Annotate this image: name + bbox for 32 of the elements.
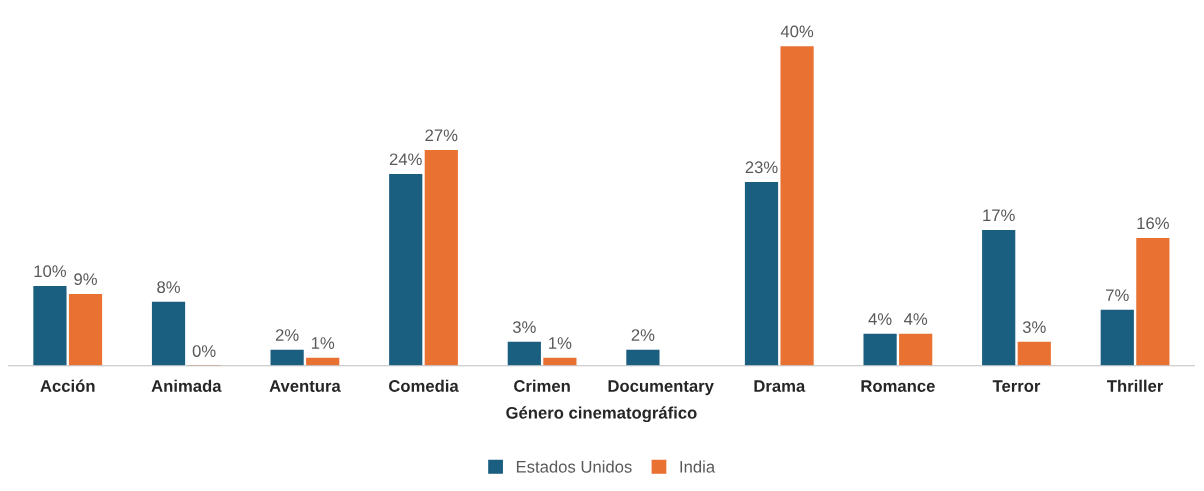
x-tick-label: Romance (861, 380, 935, 392)
legend-label: Estados Unidos (516, 460, 632, 473)
x-axis-title: Género cinematográfico (506, 406, 697, 423)
data-label: 27% (425, 129, 458, 142)
x-tick-label: Terror (992, 380, 1041, 392)
data-label: 4% (868, 313, 892, 325)
data-label: 24% (389, 153, 422, 166)
x-tick-label: Aventura (269, 380, 341, 392)
x-tick-label: Documentary (608, 380, 714, 396)
data-label: 9% (74, 273, 97, 286)
data-label: 23% (745, 161, 778, 174)
data-label: 16% (1137, 217, 1169, 230)
data-label: 3% (512, 321, 536, 333)
x-tick-label: Crimen (514, 379, 570, 392)
x-tick-label: Acción (40, 379, 95, 392)
data-label: 4% (904, 313, 928, 325)
x-tick-label: Drama (754, 380, 806, 392)
x-tick-label: Thriller (1107, 379, 1164, 392)
data-label: 2% (631, 329, 655, 341)
data-label: 10% (34, 265, 67, 278)
data-label: 8% (157, 281, 180, 294)
data-label: 3% (1022, 321, 1046, 333)
data-label: 7% (1106, 289, 1129, 301)
data-label: 40% (780, 25, 814, 38)
data-label: 0% (192, 345, 216, 357)
x-tick-label: Animada (151, 379, 222, 392)
data-label: 1% (549, 337, 572, 349)
data-label: 1% (311, 337, 335, 349)
x-tick-label: Comedia (389, 379, 459, 392)
legend-label: India (680, 460, 716, 473)
data-label: 2% (275, 329, 299, 341)
data-label: 17% (983, 209, 1015, 222)
